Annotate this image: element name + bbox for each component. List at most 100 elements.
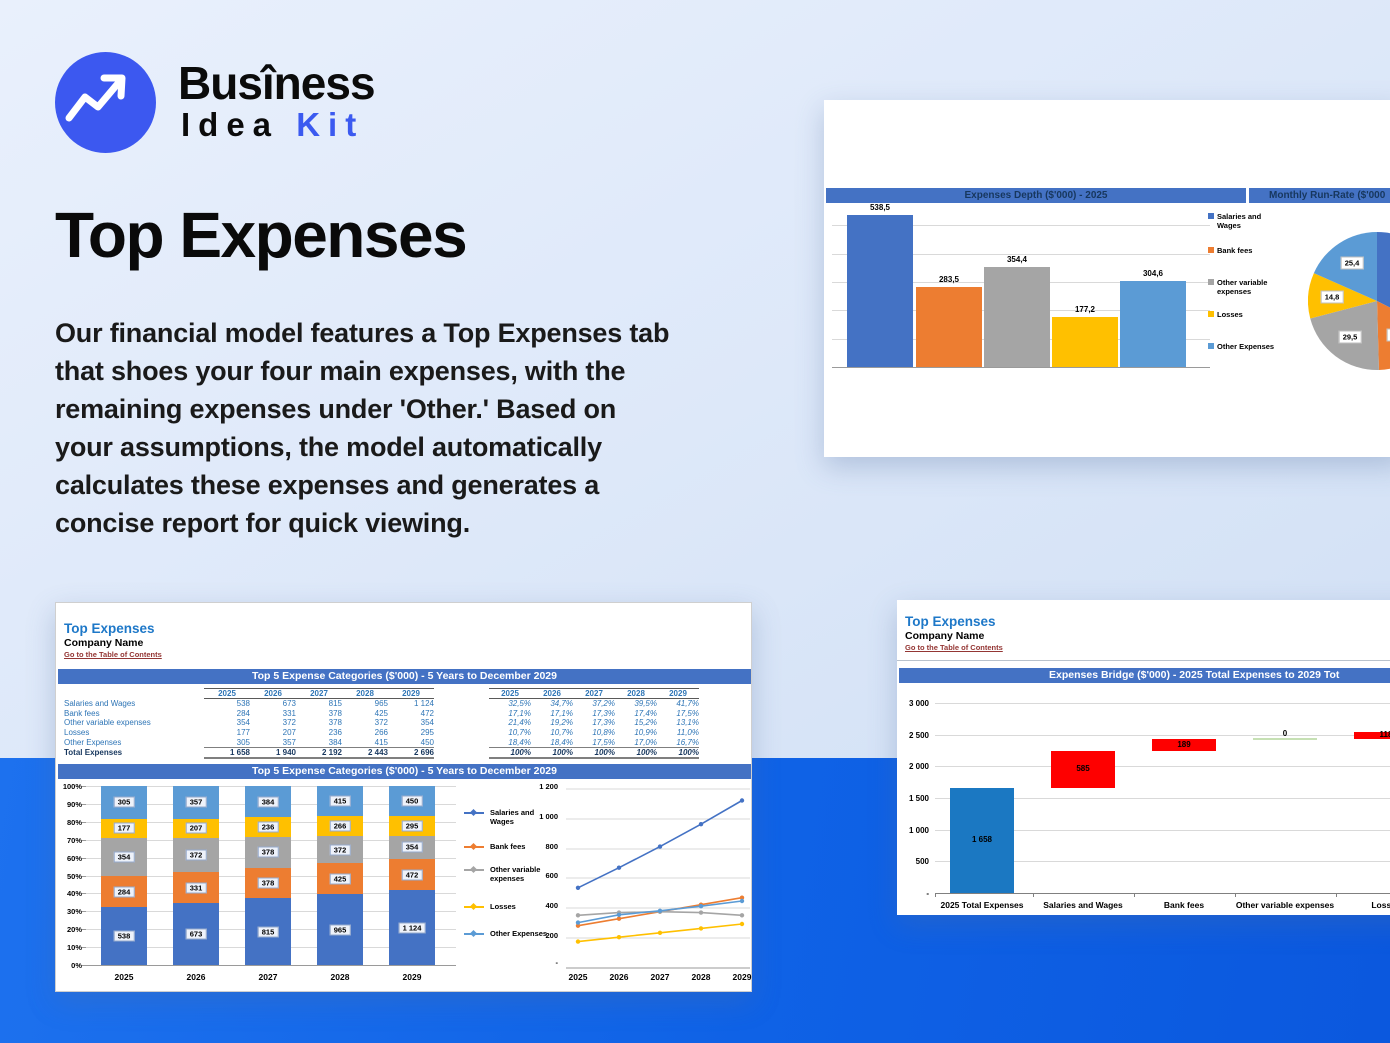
grid-line	[935, 830, 1390, 831]
bar-value-label: 538,5	[869, 202, 891, 212]
waterfall-zero-line	[1253, 737, 1317, 741]
series-marker	[698, 822, 704, 827]
y-tick-mark	[82, 929, 86, 931]
stack-segment-label: 295	[401, 820, 423, 832]
cell-pct: 19,2%	[550, 718, 573, 728]
bar	[1120, 280, 1186, 367]
bridge-chart-header: Expenses Bridge ($'000) - 2025 Total Exp…	[899, 668, 1390, 683]
cell-value: 965	[374, 699, 388, 709]
cell-value: 472	[420, 708, 434, 718]
toc-link[interactable]: Go to the Table of Contents	[905, 643, 1003, 652]
x-tick-label: 2025	[114, 972, 134, 982]
y-tick-label: 30%	[66, 907, 82, 917]
y-tick-mark	[82, 893, 86, 895]
stack-segment-label: 236	[257, 821, 279, 833]
stack-segment-label: 378	[257, 846, 279, 858]
bar	[916, 286, 982, 367]
series-marker	[616, 935, 622, 940]
y-tick-label: 1 000	[539, 812, 558, 821]
x-tick-label: Salaries and Wages	[1043, 900, 1123, 910]
cell-pct: 10,7%	[550, 728, 573, 738]
legend-marker	[469, 865, 478, 874]
top5-table-header: Top 5 Expense Categories ($'000) - 5 Yea…	[58, 669, 751, 684]
sheet-title: Top Expenses	[64, 621, 155, 636]
series-marker	[575, 920, 581, 925]
cell-value: 425	[374, 708, 388, 718]
stack-segment-label: 472	[401, 869, 423, 881]
stack-segment-label: 415	[329, 795, 351, 807]
bar	[1052, 316, 1118, 367]
cell-pct: 17,5%	[676, 708, 699, 718]
row-pcts: 10,7% 10,7% 10,8% 10,9% 11,0%	[489, 728, 699, 737]
cell-pct: 37,2%	[592, 699, 615, 709]
y-tick-label: 500	[915, 857, 929, 866]
series-marker	[698, 910, 704, 915]
series-marker	[739, 913, 745, 918]
cell-value: 2025	[218, 688, 236, 698]
cell-value: 415	[374, 737, 388, 747]
cell-value: 177	[236, 728, 250, 738]
x-tick-label: 2029	[732, 972, 752, 982]
bar	[847, 214, 913, 367]
expenses-depth-header: Expenses Depth ($'000) - 2025	[826, 188, 1246, 203]
row-pcts: 2025 2026 2027 2028 2029	[489, 687, 699, 699]
brand-kit: Kit	[296, 106, 365, 143]
cell-pct: 16,7%	[676, 737, 699, 747]
cell-pct: 2029	[669, 688, 687, 698]
row-label: Total Expenses	[64, 748, 123, 758]
y-tick-label: 1 200	[539, 782, 558, 791]
x-tick-label: 2029	[402, 972, 422, 982]
x-tick-label: 2028	[691, 972, 711, 982]
page-description: Our financial model features a Top Expen…	[55, 318, 670, 538]
legend-swatch	[1208, 213, 1214, 219]
stack-segment-label: 331	[185, 882, 207, 894]
stack-segment-label: 372	[185, 849, 207, 861]
legend-swatch	[1208, 311, 1214, 317]
cell-pct: 2026	[543, 688, 561, 698]
cell-value: 538	[236, 699, 250, 709]
cell-value: 266	[374, 728, 388, 738]
table-row: Losses 177 207 236 266 295 10,7% 10,7% 10,8% 10,9…	[64, 728, 724, 738]
toc-link[interactable]: Go to the Table of Contents	[64, 650, 162, 659]
sheet-company-name: Company Name	[905, 630, 985, 642]
cell-value: 2026	[264, 688, 282, 698]
row-values: 284 331 378 425 472	[204, 709, 434, 718]
cell-pct: 18,4%	[550, 737, 573, 747]
stack-segment-label: 354	[401, 841, 423, 853]
x-axis-tick	[1032, 893, 1034, 897]
y-tick-label: 80%	[66, 817, 82, 827]
y-tick-label: 20%	[66, 925, 82, 935]
legend-label: Salaries and Wages	[1217, 212, 1262, 230]
stack-segment-label: 177	[113, 822, 135, 834]
x-tick-label: Bank fees	[1163, 900, 1205, 910]
bridge-sheet-card: Top Expenses Company Name Go to the Tabl…	[897, 600, 1390, 915]
y-tick-label: 2 000	[908, 762, 929, 771]
sheet-divider	[897, 660, 1390, 661]
cell-value: 1 124	[413, 699, 434, 709]
grid-line	[832, 225, 1210, 227]
bar-value-label: 283,5	[938, 274, 960, 284]
brand-name: Busîness	[178, 57, 376, 109]
legend-label: Losses	[1217, 310, 1243, 319]
x-axis-tick	[1133, 893, 1135, 897]
y-tick-label: 600	[545, 871, 558, 880]
series-marker	[575, 885, 581, 890]
waterfall-bar-label: 1 658	[971, 835, 993, 845]
x-tick-label: 2027	[650, 972, 670, 982]
cell-pct: 39,5%	[634, 699, 657, 709]
cell-value: 378	[328, 718, 342, 728]
brand-idea: Idea	[181, 106, 280, 143]
cell-pct: 17,4%	[634, 708, 657, 718]
legend-label: Other Expenses	[1217, 342, 1275, 351]
cell-pct: 17,1%	[550, 708, 573, 718]
series-marker	[739, 898, 745, 904]
cell-value: 2028	[356, 688, 374, 698]
cell-pct: 2027	[585, 688, 603, 698]
row-values: 2025 2026 2027 2028 2029	[204, 687, 434, 699]
y-tick-label: 60%	[66, 853, 82, 863]
series-marker	[657, 930, 663, 935]
cell-pct: 10,8%	[592, 728, 615, 738]
x-axis-line	[86, 965, 456, 966]
page-title: Top Expenses	[55, 199, 468, 271]
